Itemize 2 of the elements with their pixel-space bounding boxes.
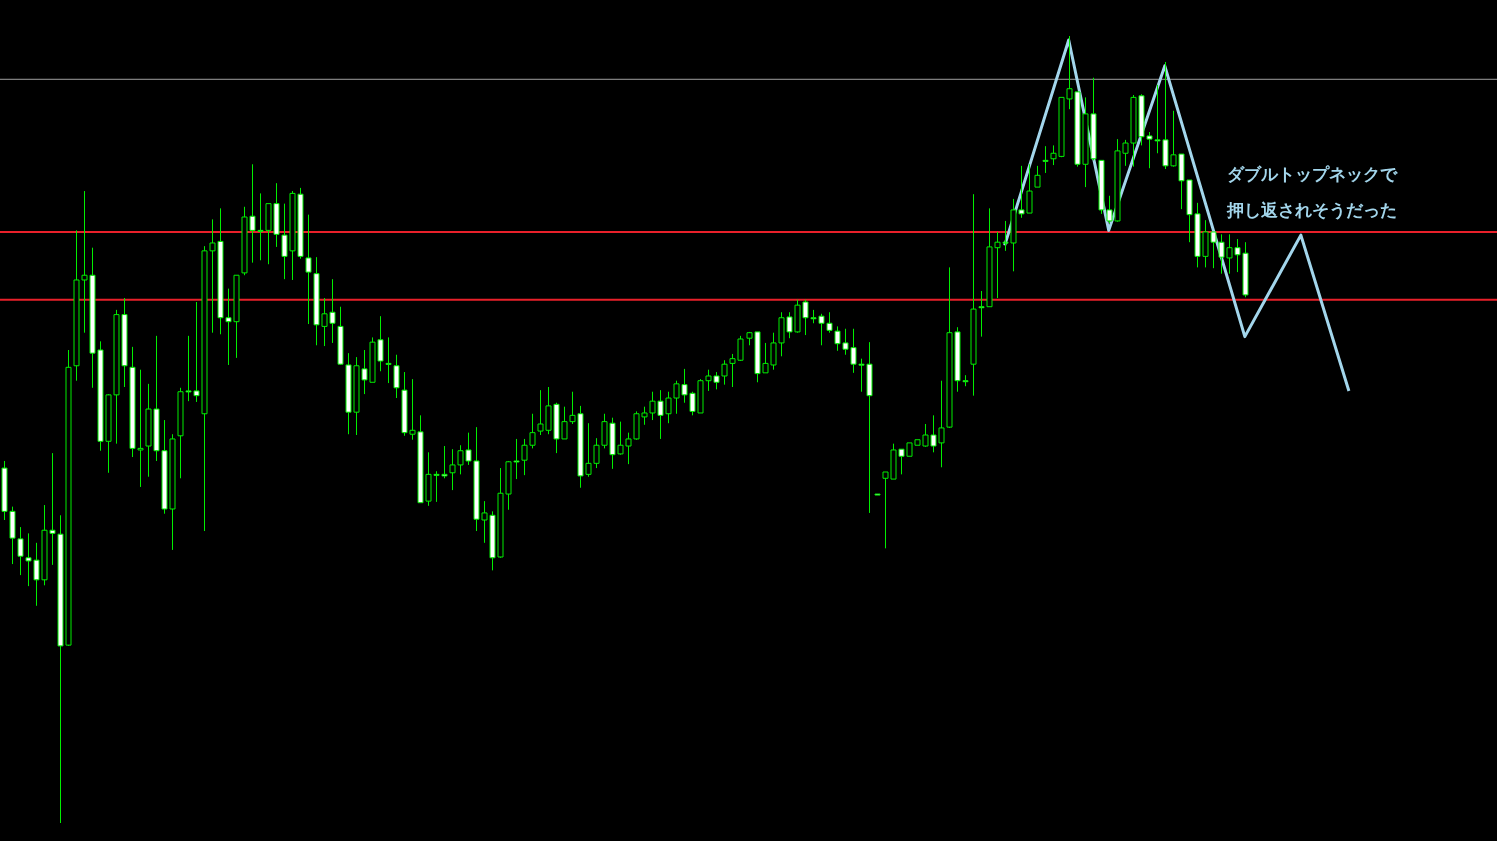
annotation: ダブルトップネックで	[1227, 163, 1397, 186]
annotation: 押し返されそうだった	[1227, 199, 1397, 222]
